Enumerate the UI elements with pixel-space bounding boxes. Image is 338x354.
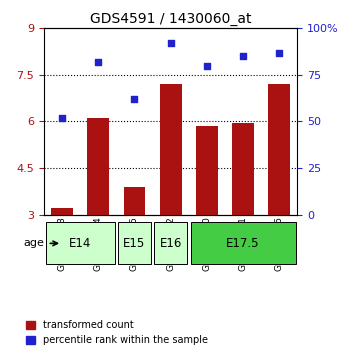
Bar: [51, 209, 73, 215]
FancyBboxPatch shape: [118, 222, 151, 264]
Point: [240, 53, 246, 59]
Point: [168, 40, 173, 46]
FancyBboxPatch shape: [154, 222, 187, 264]
FancyBboxPatch shape: [46, 222, 115, 264]
Text: E16: E16: [160, 237, 182, 250]
Point: [204, 63, 210, 68]
Text: E14: E14: [69, 237, 91, 250]
Point: [132, 96, 137, 102]
Bar: [268, 84, 290, 215]
Point: [276, 50, 282, 55]
Bar: [160, 84, 182, 215]
Bar: [232, 123, 254, 215]
Bar: [124, 187, 145, 215]
Legend: transformed count, percentile rank within the sample: transformed count, percentile rank withi…: [22, 316, 212, 349]
Point: [59, 115, 65, 121]
Text: age: age: [24, 238, 57, 249]
Text: E15: E15: [123, 237, 146, 250]
Title: GDS4591 / 1430060_at: GDS4591 / 1430060_at: [90, 12, 251, 26]
FancyBboxPatch shape: [191, 222, 296, 264]
Bar: [88, 118, 109, 215]
Point: [96, 59, 101, 65]
Bar: [196, 126, 218, 215]
Text: E17.5: E17.5: [226, 237, 260, 250]
